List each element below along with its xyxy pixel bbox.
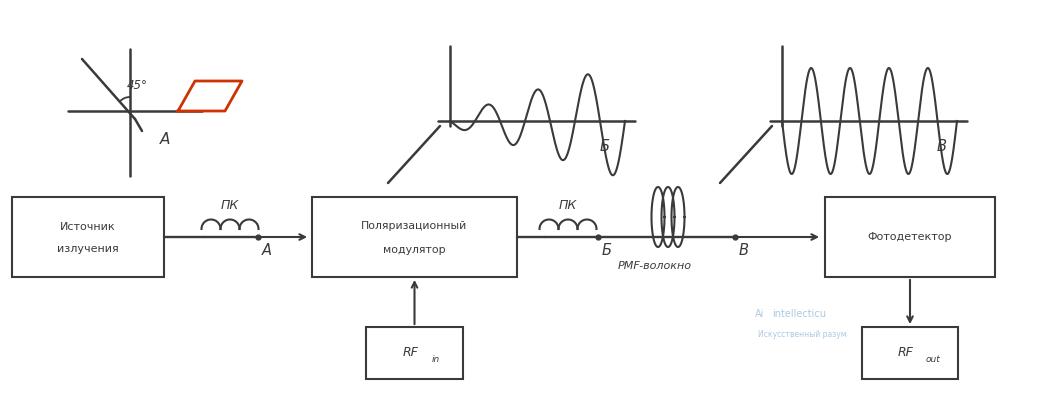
Text: RF: RF [402, 346, 419, 359]
Text: В: В [937, 139, 947, 154]
Text: излучения: излучения [57, 244, 118, 254]
Text: A: A [262, 243, 272, 258]
Text: intellecticu: intellecticu [772, 309, 826, 319]
Text: A: A [160, 132, 170, 147]
Text: ПК: ПК [559, 199, 577, 212]
Text: В: В [739, 243, 749, 258]
Text: модулятор: модулятор [383, 245, 446, 255]
Text: Ai: Ai [755, 309, 765, 319]
Bar [862, 327, 958, 379]
Bar [825, 197, 995, 277]
Text: ПК: ПК [221, 199, 239, 212]
Text: RF: RF [898, 346, 914, 359]
Text: Б: Б [602, 243, 612, 258]
Bar [12, 197, 164, 277]
Bar [312, 197, 517, 277]
Bar [367, 327, 462, 379]
Text: Б: Б [600, 139, 610, 154]
Text: Поляризационный: Поляризационный [362, 221, 468, 231]
Text: 45°: 45° [127, 79, 148, 92]
Text: Источник: Источник [60, 222, 115, 232]
Text: Искусственный разум: Искусственный разум [758, 330, 847, 339]
Text: in: in [431, 356, 439, 365]
Text: out: out [926, 356, 940, 365]
Text: PMF-волокно: PMF-волокно [618, 261, 692, 271]
Text: Фотодетектор: Фотодетектор [868, 232, 953, 242]
